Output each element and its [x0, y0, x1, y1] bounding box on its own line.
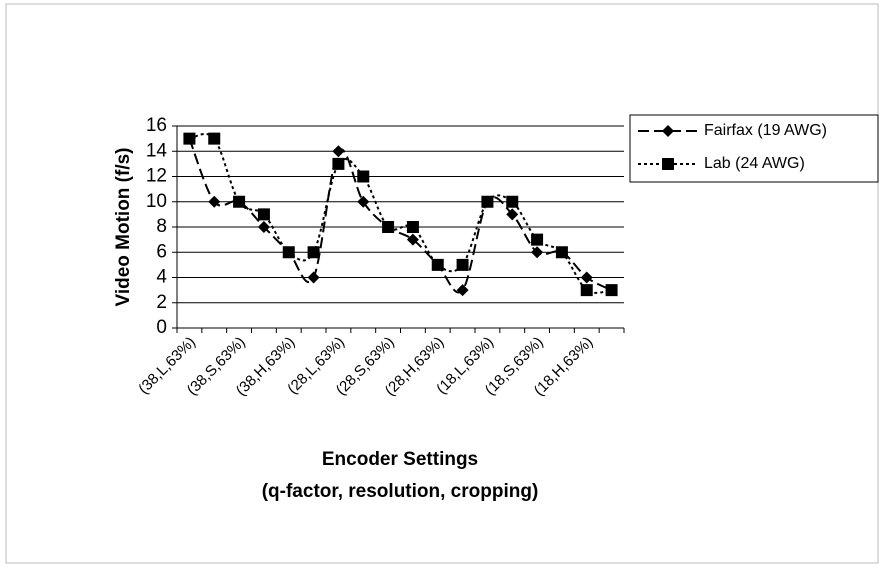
y-tick-label: 10: [146, 191, 167, 212]
y-axis-label: Video Motion (f/s): [113, 147, 134, 306]
marker: [406, 233, 419, 246]
marker: [382, 221, 395, 233]
x-axis-label: Encoder Settings: [322, 449, 478, 470]
marker: [662, 125, 674, 137]
x-axis-label: (q-factor, resolution, cropping): [262, 481, 539, 502]
marker: [208, 132, 221, 145]
marker: [555, 246, 568, 259]
marker: [456, 258, 469, 271]
y-tick-label: 2: [156, 292, 167, 313]
marker: [481, 195, 494, 208]
marker: [357, 170, 370, 183]
marker: [605, 284, 618, 297]
marker: [282, 246, 295, 259]
marker: [580, 284, 593, 297]
y-tick-label: 4: [156, 267, 167, 288]
y-tick-label: 16: [146, 115, 167, 136]
chart-border: [5, 3, 879, 564]
marker: [257, 208, 270, 221]
legend-label: Lab (24 AWG): [704, 155, 805, 172]
marker: [183, 132, 196, 145]
marker: [531, 246, 544, 259]
marker: [257, 221, 270, 233]
y-tick-label: 14: [146, 140, 168, 161]
marker: [531, 233, 544, 246]
y-tick-label: 6: [156, 241, 167, 262]
marker: [332, 157, 345, 170]
y-tick-label: 0: [156, 317, 167, 338]
marker: [307, 271, 320, 284]
marker: [506, 208, 519, 221]
marker: [406, 221, 419, 233]
marker: [662, 158, 674, 170]
legend-box: [629, 114, 879, 183]
y-tick-label: 8: [156, 216, 167, 237]
marker: [431, 258, 444, 271]
y-tick-label: 12: [146, 166, 167, 187]
marker: [307, 246, 320, 259]
marker: [506, 195, 519, 208]
marker: [580, 271, 593, 284]
legend-label: Fairfax (19 AWG): [704, 122, 827, 139]
marker: [332, 145, 345, 158]
marker: [357, 195, 370, 208]
marker: [208, 195, 221, 208]
marker: [233, 195, 246, 208]
marker: [456, 284, 469, 297]
